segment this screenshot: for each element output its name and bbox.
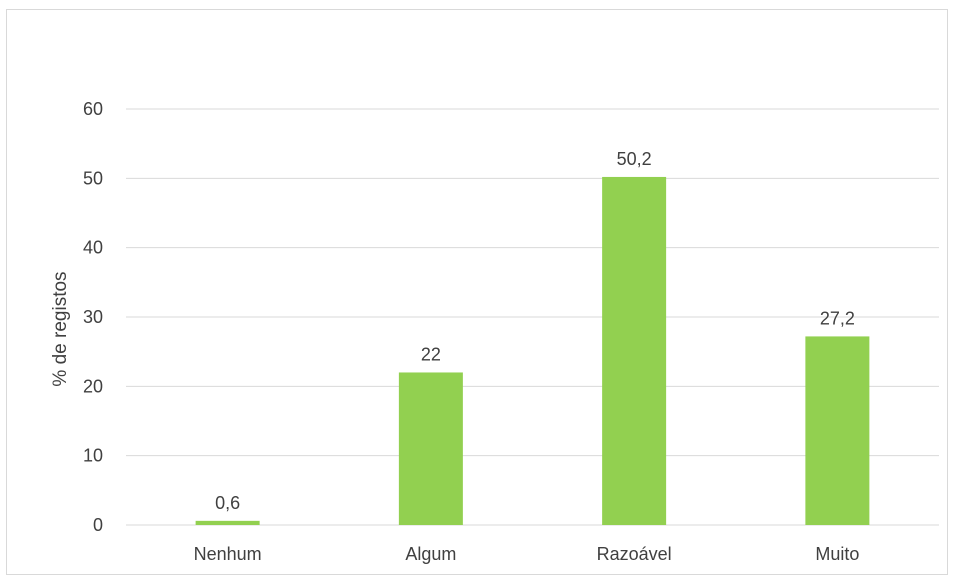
y-tick-label: 0	[93, 515, 103, 535]
data-label: 0,6	[215, 493, 240, 513]
data-label: 22	[421, 344, 441, 364]
y-axis-title: % de registos	[50, 271, 71, 386]
y-axis-ticks: 0 10 20 30 40 50 60	[83, 99, 103, 535]
y-tick-label: 40	[83, 238, 103, 258]
y-tick-label: 30	[83, 307, 103, 327]
data-label: 27,2	[820, 308, 855, 328]
bars	[195, 176, 870, 526]
y-tick-label: 20	[83, 376, 103, 396]
x-axis-categories: Nenhum Algum Razoável Muito	[194, 544, 860, 564]
data-labels: 0,6 22 50,2 27,2	[215, 149, 855, 513]
bar	[398, 372, 463, 525]
bar	[805, 336, 870, 525]
y-tick-label: 50	[83, 168, 103, 188]
bar	[195, 520, 260, 525]
gridlines	[126, 108, 939, 526]
x-category-label: Muito	[815, 544, 859, 564]
x-category-label: Razoável	[597, 544, 672, 564]
chart-frame	[6, 9, 948, 575]
bar	[602, 176, 667, 526]
x-category-label: Algum	[405, 544, 456, 564]
x-category-label: Nenhum	[194, 544, 262, 564]
y-tick-label: 60	[83, 99, 103, 119]
y-tick-label: 10	[83, 446, 103, 466]
data-label: 50,2	[617, 149, 652, 169]
